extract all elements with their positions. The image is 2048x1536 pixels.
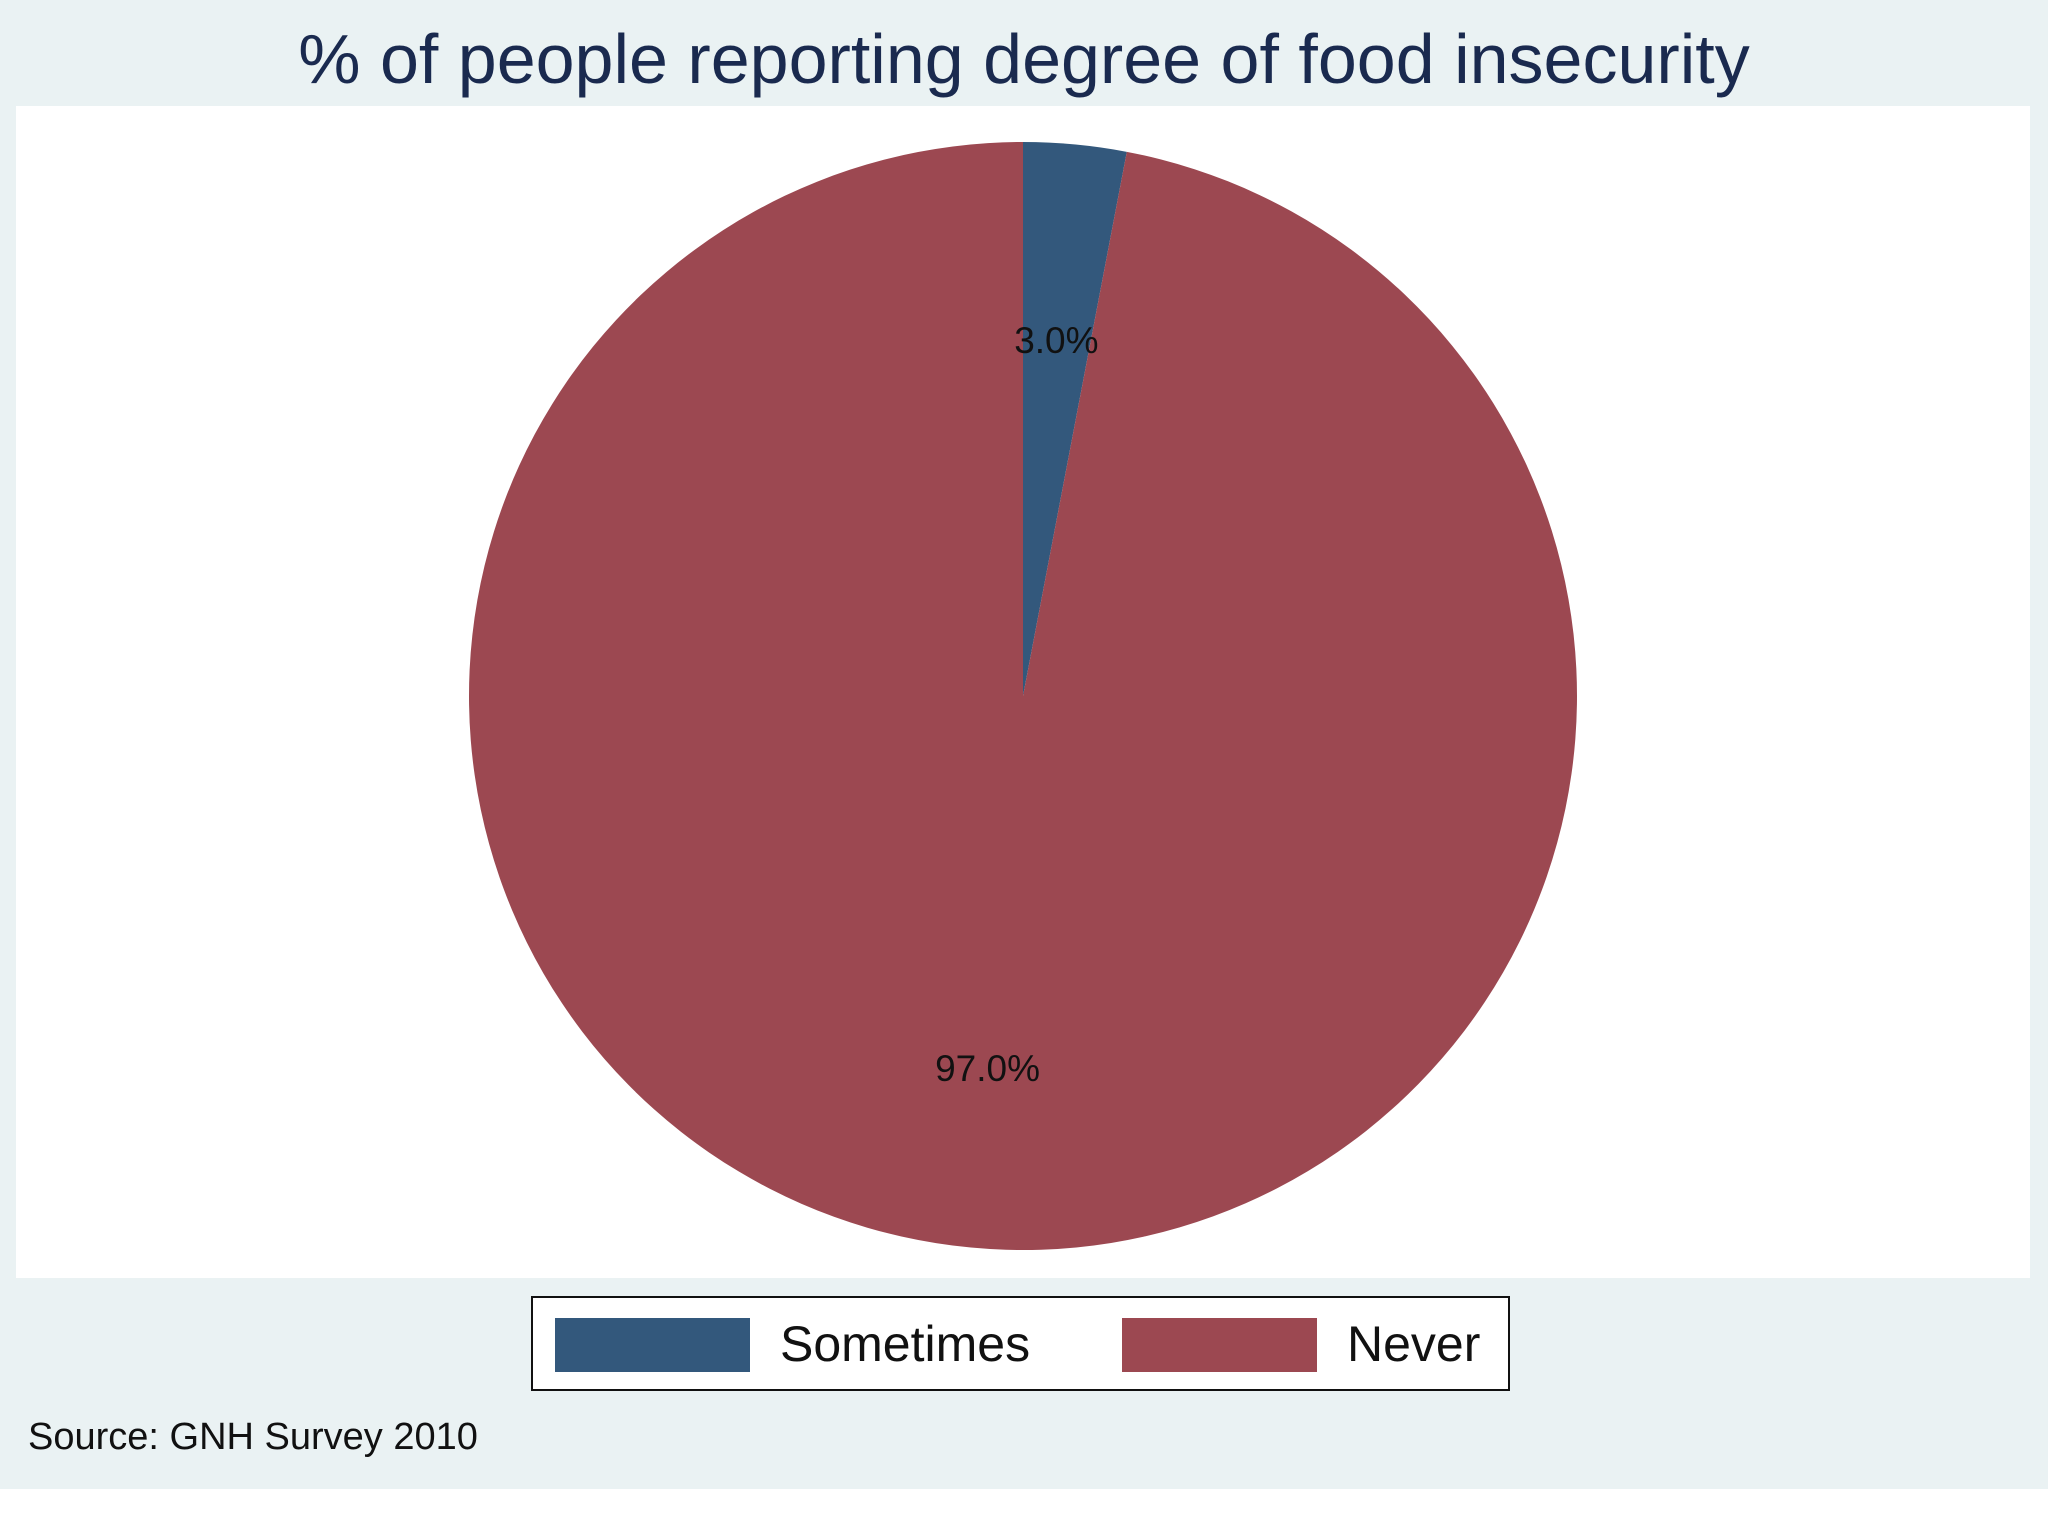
- pie-slice-never: [468, 142, 1577, 1251]
- slice-label-sometimes: 3.0%: [1014, 320, 1098, 361]
- chart-title: % of people reporting degree of food ins…: [298, 20, 1750, 98]
- legend-swatch-sometimes: [555, 1318, 750, 1372]
- legend-swatch-never: [1122, 1318, 1317, 1372]
- legend-label-never: Never: [1347, 1316, 1481, 1372]
- pie-labels: 3.0% 97.0%: [935, 320, 1098, 1089]
- pie-slice-sometimes: [1023, 142, 1127, 696]
- pie-slices: [468, 142, 1577, 1251]
- pie-chart: 3.0% 97.0%: [468, 142, 1577, 1251]
- slice-label-never: 97.0%: [935, 1048, 1040, 1089]
- chart-figure: % of people reporting degree of food ins…: [0, 0, 2048, 1489]
- legend: Sometimes Never: [531, 1296, 1510, 1391]
- plot-area: 3.0% 97.0%: [16, 106, 2030, 1278]
- legend-label-sometimes: Sometimes: [780, 1316, 1031, 1372]
- source-note: Source: GNH Survey 2010: [28, 1416, 478, 1458]
